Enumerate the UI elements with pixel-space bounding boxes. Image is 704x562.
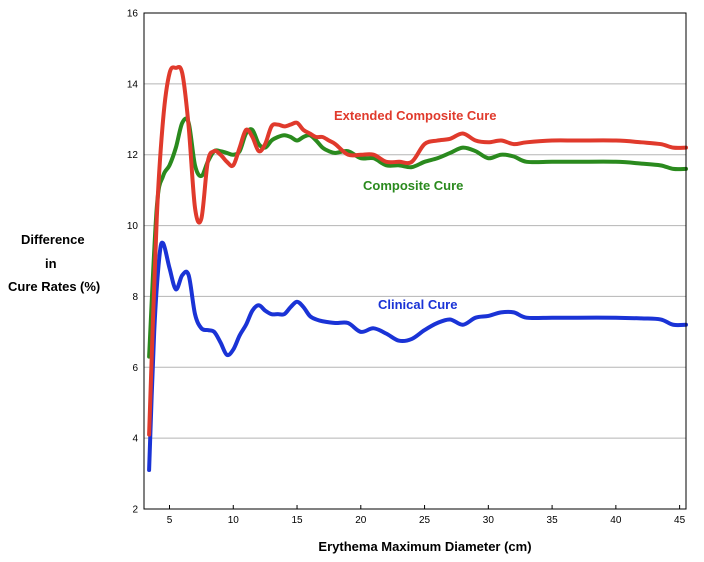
y-tick-label: 10 [127,221,139,232]
series-line-clinical-cure [147,240,688,473]
x-tick-label: 15 [291,515,303,526]
y-tick-label: 14 [127,79,139,90]
series-label-clinical-cure: Clinical Cure [378,297,457,312]
y-axis-title-line-1: Difference [21,232,85,247]
x-axis-title: Erythema Maximum Diameter (cm) [318,539,531,554]
y-tick-label: 8 [132,292,138,303]
series-label-composite-cure: Composite Cure [363,178,463,193]
y-tick-label: 2 [132,505,138,516]
y-axis-title-line-4: (%) [80,279,101,294]
x-tick-label: 45 [674,515,686,526]
y-tick-label: 16 [127,9,139,20]
y-tick-label: 12 [127,150,139,161]
series-line-extended-composite-cure [147,64,688,437]
x-tick-label: 35 [547,515,559,526]
x-tick-label: 30 [483,515,495,526]
x-tick-label: 5 [167,515,173,526]
y-tick-label: 6 [132,363,138,374]
x-tick-label: 40 [610,515,622,526]
y-tick-label: 4 [132,434,138,445]
series-lines [147,64,688,473]
x-tick-label: 20 [355,515,367,526]
tick-labels: 2 4 6 8 10 12 14 16 5 10 15 20 25 30 35 40 45 [127,9,686,527]
y-axis-title-line-2: in [45,256,57,271]
plot-frame [143,12,687,510]
x-tick-label: 25 [419,515,431,526]
series-label-extended-composite-cure: Extended Composite Cure [334,108,497,123]
x-tick-label: 10 [228,515,240,526]
gridlines [144,83,686,439]
y-axis-title-line-3: Cure Rates [8,279,77,294]
